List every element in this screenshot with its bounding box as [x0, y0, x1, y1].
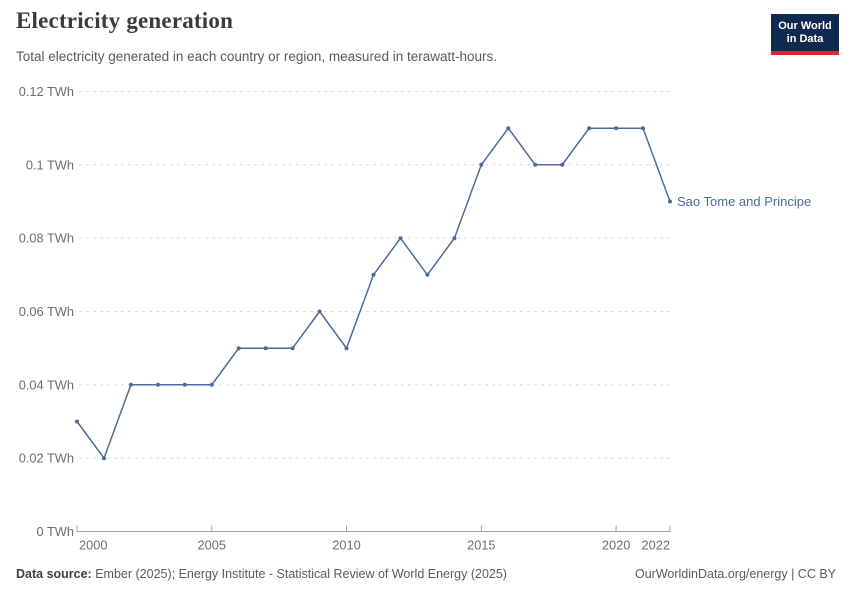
series-entity-label[interactable]: Sao Tome and Principe [677, 194, 811, 209]
data-point[interactable] [533, 162, 538, 167]
owid-logo-line2: in Data [786, 32, 824, 45]
data-point[interactable] [614, 126, 619, 131]
data-point[interactable] [236, 346, 241, 351]
y-axis-tick-label: 0.12 TWh [19, 84, 74, 99]
data-point[interactable] [317, 309, 322, 314]
y-axis-tick-label: 0.02 TWh [19, 451, 74, 466]
chart-subtitle: Total electricity generated in each coun… [16, 49, 497, 64]
y-axis-tick-label: 0 TWh [37, 524, 74, 539]
data-source-note: Data source: Ember (2025); Energy Instit… [16, 566, 507, 582]
data-source-label: Data source: [16, 567, 92, 581]
data-point[interactable] [560, 162, 565, 167]
y-axis-tick-label: 0.08 TWh [19, 231, 74, 246]
data-point[interactable] [641, 126, 645, 131]
data-point[interactable] [452, 236, 457, 241]
x-axis-tick-label: 2020 [602, 538, 630, 553]
data-point[interactable] [398, 236, 403, 241]
owid-logo-line1: Our World [778, 19, 832, 32]
x-axis-tick-label: 2022 [642, 538, 670, 553]
x-axis-tick-label: 2010 [332, 538, 360, 553]
data-point[interactable] [75, 419, 79, 424]
data-point[interactable] [209, 382, 214, 387]
data-point[interactable] [587, 126, 592, 131]
data-point[interactable] [102, 456, 106, 461]
y-axis-tick-label: 0.04 TWh [19, 377, 74, 392]
x-axis-tick-label: 2000 [79, 538, 107, 553]
data-point[interactable] [155, 382, 160, 387]
data-point[interactable] [290, 346, 295, 351]
y-axis-tick-label: 0.1 TWh [26, 157, 74, 172]
y-axis-tick-label: 0.06 TWh [19, 304, 74, 319]
data-point[interactable] [668, 199, 672, 204]
data-point[interactable] [263, 346, 268, 351]
data-point[interactable] [344, 346, 349, 351]
page-title: Electricity generation [16, 8, 234, 33]
x-axis-tick-label: 2015 [467, 538, 495, 553]
chart-footer: Data source: Ember (2025); Energy Instit… [16, 566, 836, 582]
data-point[interactable] [182, 382, 187, 387]
data-point[interactable] [371, 272, 376, 277]
data-line[interactable] [76, 127, 671, 459]
x-axis-tick-label: 2005 [198, 538, 226, 553]
owid-logo[interactable]: Our World in Data [771, 14, 839, 55]
data-point[interactable] [425, 272, 430, 277]
owid-url-link[interactable]: OurWorldinData.org/energy | CC BY [634, 567, 836, 581]
data-point[interactable] [128, 382, 133, 387]
data-source-text: Ember (2025); Energy Institute - Statist… [91, 567, 507, 581]
data-point[interactable] [479, 162, 484, 167]
data-point[interactable] [506, 126, 511, 131]
